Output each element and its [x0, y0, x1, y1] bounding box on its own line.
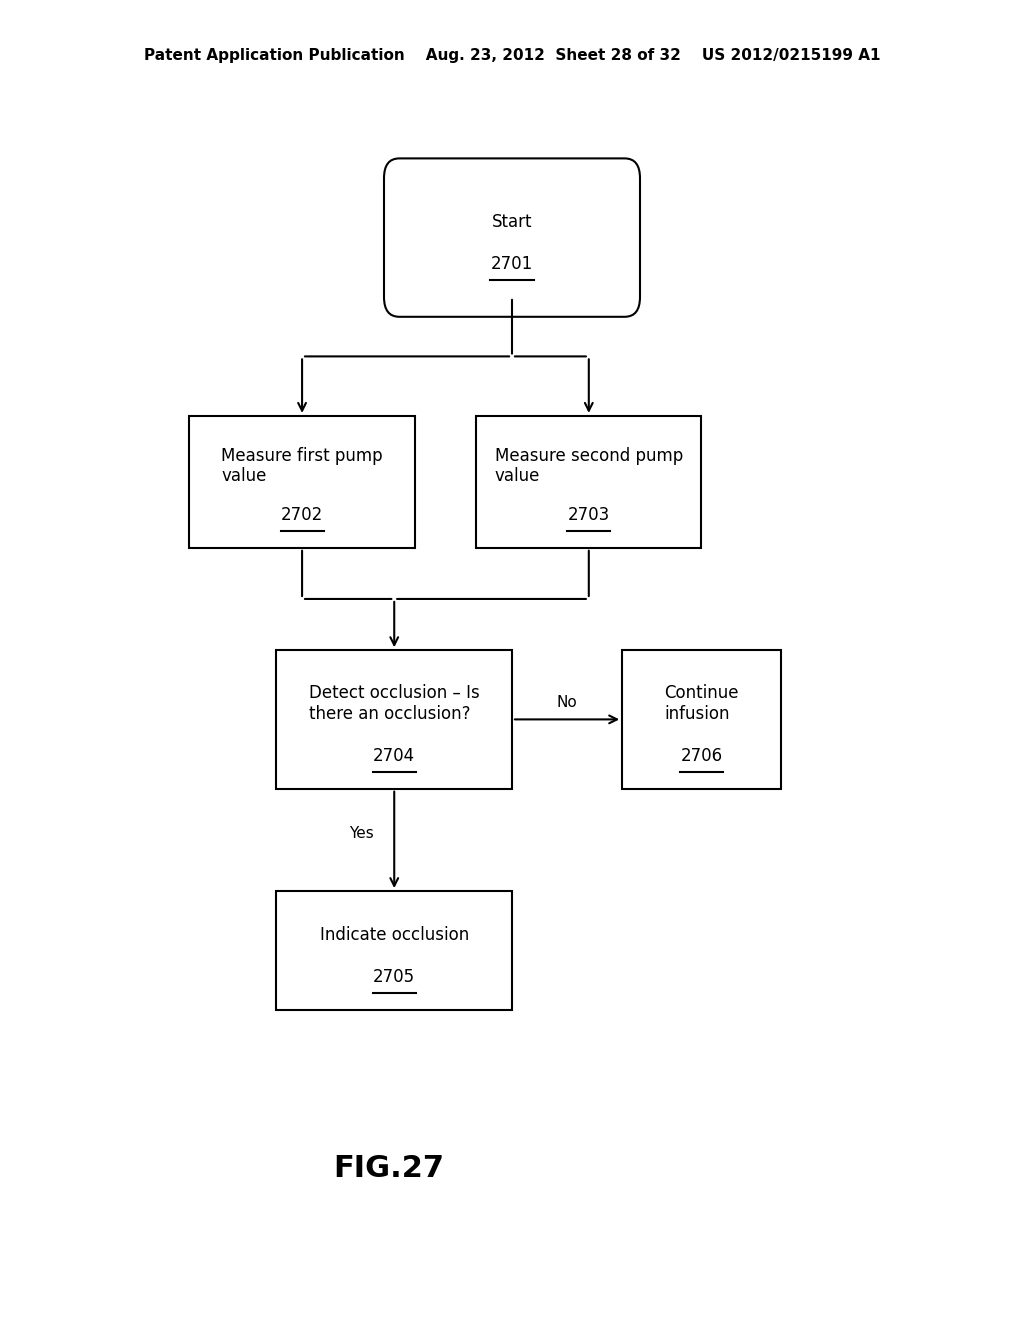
Text: Detect occlusion – Is
there an occlusion?: Detect occlusion – Is there an occlusion… — [309, 684, 479, 723]
Text: 2706: 2706 — [680, 747, 723, 764]
FancyBboxPatch shape — [623, 649, 781, 788]
Text: 2704: 2704 — [373, 747, 416, 764]
Text: Patent Application Publication    Aug. 23, 2012  Sheet 28 of 32    US 2012/02151: Patent Application Publication Aug. 23, … — [143, 48, 881, 63]
FancyBboxPatch shape — [276, 891, 512, 1010]
Text: 2705: 2705 — [373, 968, 416, 986]
FancyBboxPatch shape — [276, 649, 512, 788]
Text: No: No — [557, 694, 578, 710]
Text: Start: Start — [492, 213, 532, 231]
Text: 2702: 2702 — [281, 506, 324, 524]
FancyBboxPatch shape — [476, 416, 701, 548]
Text: Indicate occlusion: Indicate occlusion — [319, 925, 469, 944]
Text: Measure second pump
value: Measure second pump value — [495, 446, 683, 486]
Text: 2701: 2701 — [490, 255, 534, 273]
FancyBboxPatch shape — [189, 416, 415, 548]
Text: Yes: Yes — [349, 826, 374, 841]
Text: FIG.27: FIG.27 — [334, 1154, 444, 1183]
Text: 2703: 2703 — [567, 506, 610, 524]
Text: Continue
infusion: Continue infusion — [665, 684, 738, 723]
Text: Measure first pump
value: Measure first pump value — [221, 446, 383, 486]
FancyBboxPatch shape — [384, 158, 640, 317]
